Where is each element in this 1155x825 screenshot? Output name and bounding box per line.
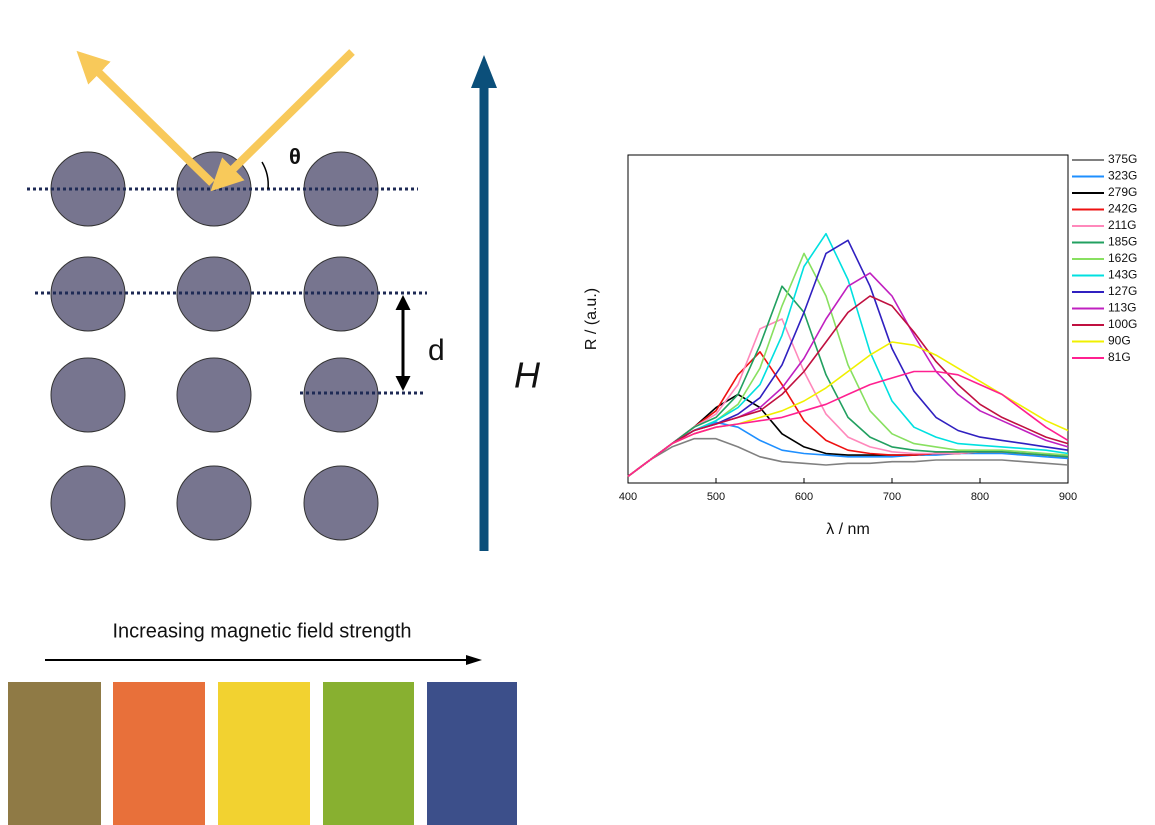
angle-label: θ [289,144,301,169]
legend-label: 143G [1108,268,1137,282]
series-line [627,272,1069,478]
legend-label: 90G [1108,334,1131,348]
light-rays [76,49,355,192]
field-label: H [514,355,541,396]
x-tick-label: 900 [1059,491,1077,503]
y-axis-label: R / (a.u.) [583,288,600,350]
legend-label: 81G [1108,350,1131,364]
plot-frame [627,154,1069,484]
legend-label: 375G [1108,152,1137,166]
legend-label: 127G [1108,284,1137,298]
legend-label: 211G [1108,218,1136,232]
series-line [627,350,1069,478]
series-line [627,285,1069,478]
caption-arrow-head [466,655,482,665]
color-swatches [8,682,517,825]
caption: Increasing magnetic field strength [112,620,411,642]
series-line [627,232,1069,478]
legend-label: 100G [1108,317,1137,331]
series-line [627,370,1069,478]
legend-label: 279G [1108,185,1137,199]
x-tick-label: 700 [883,491,901,503]
legend-label: 162G [1108,251,1137,265]
legend-label: 242G [1108,202,1137,216]
x-axis-label: λ / nm [826,521,870,538]
angle-arc [261,161,269,190]
x-tick-label: 600 [795,491,813,503]
field-arrow-head [471,55,497,88]
spacing-label: d [428,334,445,367]
legend-label: 323G [1108,169,1137,183]
x-tick-label: 500 [707,491,725,503]
series-line [627,239,1069,478]
x-tick-label: 400 [619,491,637,503]
x-tick-label: 800 [971,491,989,503]
series-line [627,437,1069,478]
particles [50,151,379,541]
legend-label: 113G [1108,301,1136,315]
legend-label: 185G [1108,235,1137,249]
series-line [627,295,1069,478]
lattice-planes [27,187,427,395]
